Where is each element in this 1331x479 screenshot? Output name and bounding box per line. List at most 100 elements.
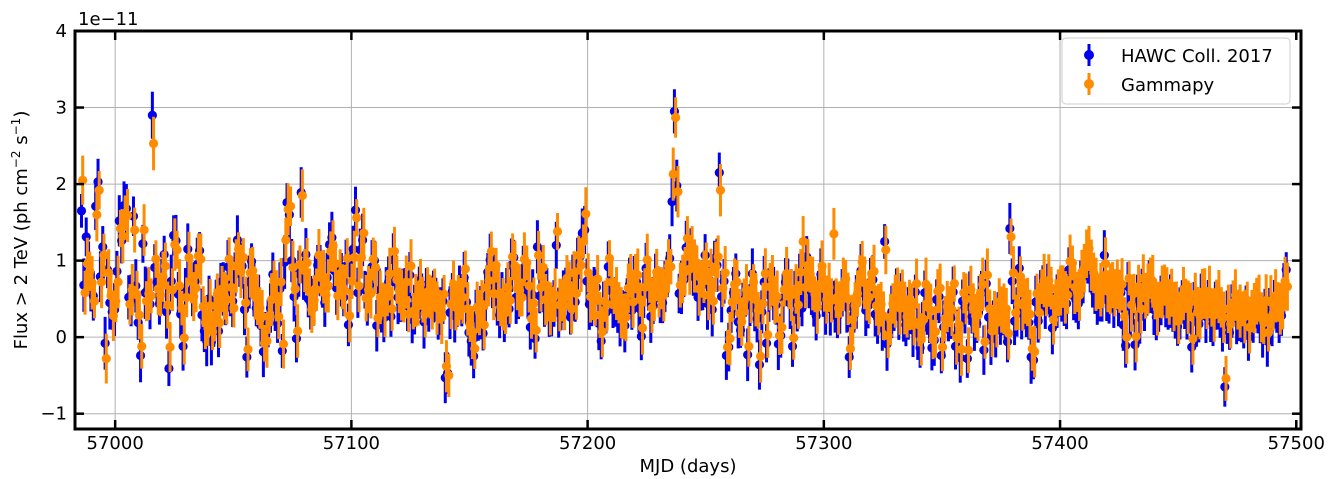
data-point <box>581 209 591 219</box>
data-point <box>437 312 447 322</box>
data-point <box>385 269 395 279</box>
data-point <box>387 304 397 314</box>
data-point <box>311 285 322 295</box>
y-axis-label-main: Flux > 2 TeV (ph cm <box>11 168 32 349</box>
data-point <box>248 265 258 276</box>
legend-item-hawc: HAWC Coll. 2017 <box>1084 44 1273 67</box>
data-point <box>491 260 501 270</box>
data-point <box>165 342 175 352</box>
data-point <box>163 300 173 310</box>
data-point <box>666 262 676 272</box>
data-point <box>92 210 102 220</box>
x-tick-label: 57000 <box>87 433 144 454</box>
x-axis-label: MJD (days) <box>640 456 737 477</box>
data-point <box>139 225 149 235</box>
data-point <box>756 351 766 361</box>
data-point <box>881 245 891 255</box>
data-point <box>342 253 352 263</box>
legend-item-gammapy: Gammapy <box>1084 73 1215 96</box>
legend-marker-hawc <box>1084 50 1094 60</box>
legend-box <box>1061 37 1291 105</box>
data-point <box>1025 309 1035 319</box>
data-point <box>130 225 140 235</box>
axis-ticks: 57000 57100 57200 57300 57400 57500 −1 0 1 2 3 4 <box>40 21 1324 454</box>
data-point <box>1129 288 1139 299</box>
data-point <box>763 330 773 340</box>
data-point <box>529 298 539 309</box>
series-gammapy <box>78 97 1293 401</box>
data-point <box>460 264 470 274</box>
y-tick-label: 4 <box>56 21 67 42</box>
data-point <box>345 311 355 321</box>
data-point <box>708 296 718 306</box>
data-point <box>956 344 967 354</box>
data-point <box>1185 297 1196 307</box>
data-point <box>1100 259 1111 269</box>
data-point <box>777 322 787 332</box>
data-point <box>559 300 570 310</box>
data-point <box>137 341 147 351</box>
legend: HAWC Coll. 2017 Gammapy <box>1061 37 1291 105</box>
data-point <box>621 312 631 322</box>
x-tick-label: 57500 <box>1268 433 1325 454</box>
data-point <box>78 175 88 185</box>
data-point <box>798 236 808 247</box>
data-point <box>576 260 586 270</box>
data-point <box>713 252 723 262</box>
y-tick-label: −1 <box>40 404 67 425</box>
data-point <box>796 267 806 277</box>
data-point <box>191 283 201 293</box>
data-point <box>937 342 948 352</box>
y-axis-label-sup1: −2 <box>9 150 23 168</box>
legend-marker-gammapy <box>1084 79 1094 89</box>
data-point <box>864 292 874 302</box>
data-point <box>94 185 104 195</box>
data-point <box>878 311 889 321</box>
data-point <box>340 285 350 296</box>
data-point <box>479 320 489 330</box>
data-point <box>1015 272 1026 282</box>
data-point <box>122 210 133 221</box>
data-point <box>550 290 560 300</box>
data-point <box>330 259 341 269</box>
data-point <box>172 245 182 255</box>
data-point <box>843 294 853 304</box>
data-point <box>281 235 291 245</box>
data-point <box>919 314 929 325</box>
data-point <box>682 233 693 244</box>
data-point <box>486 246 496 257</box>
data-point <box>720 268 730 278</box>
data-point <box>484 275 494 286</box>
x-tick-label: 57200 <box>559 433 616 454</box>
data-point <box>1136 304 1146 314</box>
data-point <box>205 301 215 311</box>
data-point <box>406 261 416 271</box>
data-point <box>470 344 480 354</box>
plot-frame <box>73 29 1303 431</box>
data-point <box>167 285 178 295</box>
data-point <box>538 262 548 273</box>
data-point <box>241 298 251 308</box>
data-point <box>926 305 936 315</box>
data-point <box>1122 332 1132 342</box>
data-point <box>444 370 454 381</box>
data-point <box>288 262 298 273</box>
data-point <box>744 341 754 351</box>
data-point <box>869 266 879 276</box>
data-point <box>1131 331 1141 341</box>
legend-label-gammapy: Gammapy <box>1121 75 1215 96</box>
data-point <box>725 334 735 344</box>
x-tick-label: 57300 <box>795 433 852 454</box>
y-tick-label: 1 <box>56 251 67 272</box>
data-point <box>160 261 170 271</box>
data-point <box>290 284 300 294</box>
data-point <box>182 292 192 302</box>
data-point <box>772 291 782 302</box>
data-point <box>1006 232 1016 242</box>
data-point <box>370 262 381 273</box>
data-point <box>314 250 324 260</box>
x-tick-label: 57100 <box>323 433 380 454</box>
data-point <box>930 327 941 337</box>
data-point <box>302 258 312 268</box>
data-point <box>101 353 111 364</box>
